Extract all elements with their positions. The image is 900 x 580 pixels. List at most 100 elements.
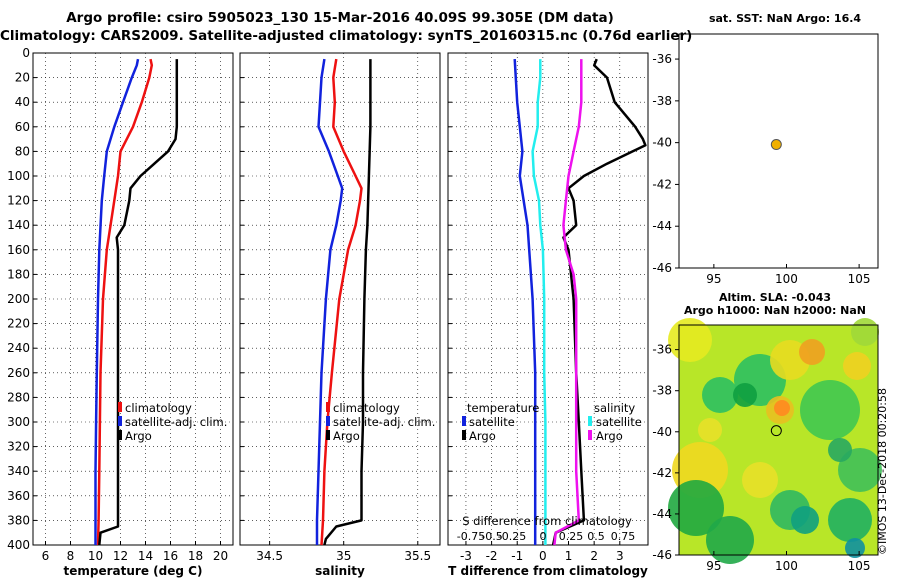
temperature-xlabel: temperature (deg C)	[64, 564, 203, 578]
salinity-xtick-label: 35	[336, 549, 351, 563]
temperature-xtick-label: 10	[88, 549, 103, 563]
salinity-xtick-label: 35.5	[404, 549, 431, 563]
diff-legend-right-swatch	[588, 430, 592, 440]
difference-xtick-label: 1	[565, 549, 573, 563]
sla-blob	[774, 400, 790, 416]
sla-map-ytick-label: -36	[652, 343, 672, 357]
difference-xtick-label: 0	[539, 549, 547, 563]
salinity-legend-swatch	[326, 416, 330, 426]
diff-legend-right-label: salinity	[594, 401, 635, 415]
sla-blob	[851, 318, 879, 346]
temperature-xtick-label: 6	[42, 549, 50, 563]
salinity-xtick-label: 34.5	[256, 549, 283, 563]
depth-tick-label: 300	[7, 415, 30, 429]
diff-legend-left-label: Argo	[469, 429, 496, 443]
diff-s-tick-label: -0.5	[481, 530, 502, 543]
depth-tick-label: 380	[7, 513, 30, 527]
diff-s-tick-label: -0.25	[498, 530, 526, 543]
temperature-legend-swatch	[118, 402, 122, 412]
diff-s-tick-label: 0.25	[559, 530, 584, 543]
sst-map-ytick-label: -40	[652, 136, 672, 150]
diff-legend-right-label: Argo	[596, 429, 623, 443]
temperature-legend-label: satellite-adj. clim.	[125, 415, 227, 429]
diff-legend-left-swatch	[462, 416, 466, 426]
difference-series-t-argo	[551, 58, 647, 546]
depth-tick-label: 220	[7, 317, 30, 331]
depth-tick-label: 60	[15, 120, 30, 134]
difference-xtick-label: 2	[590, 549, 598, 563]
depth-tick-label: 80	[15, 144, 30, 158]
temperature-xtick-label: 16	[163, 549, 178, 563]
diff-legend-left-label: temperature	[467, 401, 539, 415]
argo-float-marker-sla	[770, 425, 782, 437]
depth-tick-label: 120	[7, 194, 30, 208]
salinity-legend-label: Argo	[333, 429, 360, 443]
imos-watermark: ©IMOS 13-Dec-2018 00:20:58	[876, 388, 889, 555]
temperature-series-argo	[98, 59, 179, 546]
sla-blob	[828, 438, 852, 462]
sla-map-ytick-label: -42	[652, 466, 672, 480]
sla-blob	[702, 377, 738, 413]
sst-map-xtick-label: 95	[706, 272, 721, 286]
salinity-series-climatology	[320, 58, 363, 546]
salinity-legend-swatch	[326, 402, 330, 412]
diff-legend-left-label: satellite	[469, 415, 515, 429]
difference-series-s-satellite	[531, 59, 547, 545]
sla-panel-title-1: Altim. SLA: -0.043	[718, 291, 832, 304]
salinity-legend-label: satellite-adj. clim.	[333, 415, 435, 429]
depth-tick-label: 140	[7, 218, 30, 232]
temperature-xtick-label: 18	[188, 549, 203, 563]
difference-xtick-label: -1	[511, 549, 523, 563]
salinity-xlabel: salinity	[315, 564, 365, 578]
sla-map-frame	[678, 324, 879, 556]
difference-xtick-label: -2	[486, 549, 498, 563]
depth-tick-label: 280	[7, 390, 30, 404]
sla-blob	[828, 498, 872, 542]
sla-blob	[733, 383, 757, 407]
depth-tick-label: 240	[7, 341, 30, 355]
sla-map-ytick-label: -46	[652, 548, 672, 562]
sla-map-xtick-label: 105	[848, 559, 871, 573]
sla-map-xtick-label: 95	[706, 559, 721, 573]
temperature-xtick-label: 12	[113, 549, 128, 563]
temperature-legend-swatch	[118, 416, 122, 426]
difference-series-t-satellite	[513, 59, 537, 545]
sla-blob	[742, 462, 778, 498]
diff-s-tick-label: -0.75	[457, 530, 485, 543]
diff-s-tick-label: 0.5	[587, 530, 605, 543]
diff-legend-left-swatch	[462, 430, 466, 440]
sst-map-ytick-label: -42	[652, 177, 672, 191]
difference-xtick-label: -3	[460, 549, 472, 563]
sst-panel-title: sat. SST: NaN Argo: 16.4	[708, 12, 862, 25]
sst-map-ytick-label: -46	[652, 261, 672, 275]
sla-blob	[838, 448, 882, 492]
depth-tick-label: 360	[7, 489, 30, 503]
diff-s-tick-label: 0.75	[611, 530, 636, 543]
salinity-series-satellite-adj-clim-	[315, 58, 344, 545]
depth-tick-label: 20	[15, 71, 30, 85]
sla-panel-title-2: Argo h1000: NaN h2000: NaN	[683, 304, 867, 317]
salinity-legend-swatch	[326, 430, 330, 440]
depth-tick-label: 100	[7, 169, 30, 183]
temperature-xtick-label: 14	[138, 549, 153, 563]
temperature-series-climatology	[96, 58, 154, 546]
diff-s-axis-label: S difference from climatology	[462, 514, 632, 528]
depth-tick-label: 260	[7, 366, 30, 380]
temperature-legend-label: climatology	[125, 401, 192, 415]
sla-blob	[791, 506, 819, 534]
diff-s-tick-label: 0	[540, 530, 547, 543]
depth-tick-label: 0	[22, 46, 30, 60]
sla-blob	[843, 352, 871, 380]
argo-float-marker	[770, 139, 782, 151]
depth-tick-label: 320	[7, 440, 30, 454]
temperature-legend-label: Argo	[125, 429, 152, 443]
sla-map-ytick-label: -44	[652, 507, 672, 521]
salinity-series-argo	[323, 59, 372, 546]
sla-blob	[799, 339, 825, 365]
sst-map-xtick-label: 105	[848, 272, 871, 286]
sst-map-ytick-label: -44	[652, 219, 672, 233]
sla-blob	[698, 418, 722, 442]
difference-series-s-argo	[553, 59, 583, 546]
depth-tick-label: 180	[7, 267, 30, 281]
